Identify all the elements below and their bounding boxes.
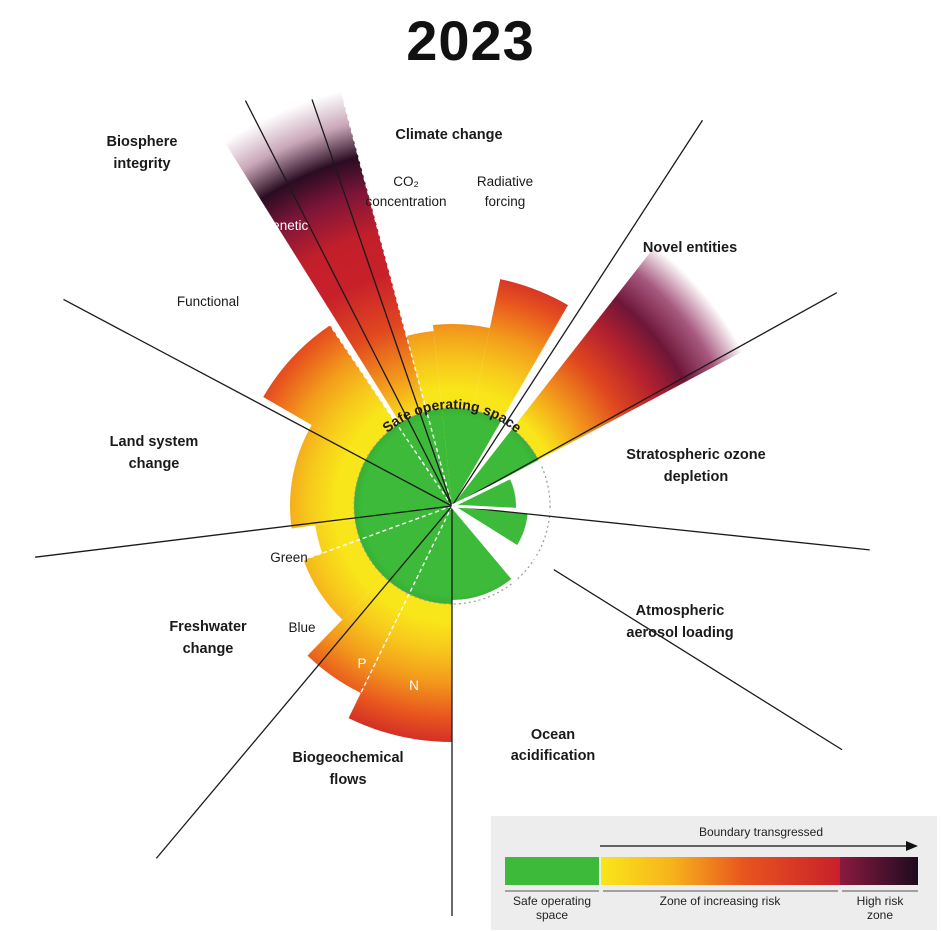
legend-arrow-head-icon (906, 841, 918, 851)
green-gap-3 (450, 505, 531, 599)
safe-boundary-rings (353, 407, 551, 605)
freshwater-label-line2: change (183, 641, 234, 657)
n-label: N (409, 678, 419, 693)
legend: Boundary transgressed Safe operating spa… (491, 816, 937, 930)
boundary-divider-6 (155, 505, 453, 859)
sub-divider-3 (342, 100, 453, 507)
legend-risk-swatch (601, 857, 840, 885)
green-gap-1 (451, 504, 572, 514)
aerosol-label-line2: aerosol loading (626, 625, 733, 641)
legend-arrow-label: Boundary transgressed (699, 825, 823, 839)
sub-divider-1 (301, 505, 453, 562)
ocean-wedge (452, 506, 513, 600)
boundary-divider-1 (451, 119, 704, 507)
legend-safe-line1: Safe operating (513, 894, 591, 908)
climate-change-label: Climate change (395, 127, 502, 143)
green-gap-0 (451, 452, 561, 508)
functional-label: Functional (177, 294, 239, 309)
boundary-divider-0 (311, 99, 453, 507)
page-title: 2023 (406, 9, 535, 72)
land-label-line1: Land system (110, 434, 199, 450)
boundary-divider-rays (35, 99, 870, 916)
novel-wedge (452, 242, 748, 506)
boundary-divider-7 (35, 505, 453, 558)
biogeo-label-line2: flows (329, 772, 366, 788)
legend-safe-line2: space (536, 908, 568, 922)
ozone-label-line1: Stratospheric ozone (626, 447, 765, 463)
ocean-label-line2: acidification (511, 748, 596, 764)
legend-high-line2: zone (867, 908, 893, 922)
freshwater-label-line1: Freshwater (169, 619, 247, 635)
boundary-divider-8 (63, 298, 453, 507)
ocean-label-line1: Ocean (531, 727, 575, 743)
co2-label-line2: concentration (365, 194, 446, 209)
p-label: P (357, 656, 366, 671)
co2-label-line1: CO₂ (393, 174, 419, 189)
blue-label: Blue (288, 620, 315, 635)
biogeo-label-line1: Biogeochemical (292, 750, 403, 766)
safe-core-1 (452, 428, 539, 506)
genetic-wedge (219, 82, 452, 507)
boundary-divider-2 (451, 292, 838, 507)
radiative-label-line2: forcing (485, 194, 526, 209)
legend-risk-label: Zone of increasing risk (660, 894, 782, 908)
ozone-label-line2: depletion (664, 469, 728, 485)
safe-core-0 (441, 408, 501, 506)
radiative-label-line1: Radiative (477, 174, 533, 189)
green-label: Green (270, 550, 308, 565)
boundary-divider-9 (244, 100, 453, 507)
biosphere-label-line2: integrity (113, 156, 170, 172)
legend-safe-swatch (505, 857, 599, 885)
sub-divider-2 (329, 324, 453, 507)
genetic-label: Genetic (262, 218, 309, 233)
legend-high-line1: High risk (857, 894, 905, 908)
boundary-divider-3 (451, 505, 870, 551)
safe-boundary-circle (353, 407, 551, 605)
land-label-line2: change (129, 456, 180, 472)
ozone-wedge (452, 477, 516, 510)
biosphere-label-line1: Biosphere (107, 134, 178, 150)
novel-entities-label: Novel entities (643, 240, 737, 256)
legend-high-swatch (840, 857, 918, 885)
green-gap-2 (451, 504, 555, 571)
aerosol-label-line1: Atmospheric (636, 603, 725, 619)
